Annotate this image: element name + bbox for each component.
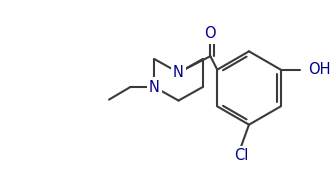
Text: OH: OH [308,62,330,77]
Text: N: N [149,79,160,95]
Text: N: N [173,65,184,80]
Text: O: O [205,27,216,41]
Text: Cl: Cl [234,148,248,163]
